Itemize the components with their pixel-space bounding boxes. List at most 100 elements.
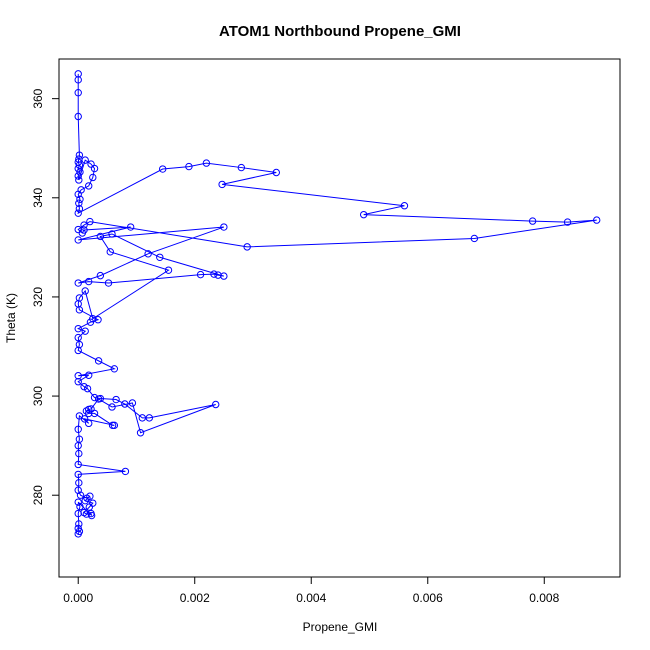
y-tick-label: 340	[31, 187, 45, 207]
data-point	[220, 272, 228, 280]
data-point	[85, 182, 93, 190]
data-point	[145, 414, 154, 422]
data-point	[74, 164, 82, 173]
data-point	[76, 168, 84, 176]
data-point	[75, 306, 84, 314]
data-point	[85, 409, 93, 418]
data-point	[75, 199, 83, 207]
data-point	[400, 202, 409, 210]
data-point	[164, 266, 173, 274]
data-point	[121, 400, 129, 408]
data-point	[86, 492, 94, 500]
data-point	[74, 76, 82, 84]
data-point	[144, 250, 152, 258]
data-point	[90, 164, 99, 173]
data-point	[138, 414, 147, 422]
data-point	[76, 502, 84, 511]
data-point	[81, 287, 89, 295]
data-point	[85, 277, 93, 286]
data-point	[90, 409, 99, 418]
data-point	[74, 236, 82, 244]
data-point	[83, 384, 92, 393]
data-point	[96, 271, 105, 280]
data-point	[86, 318, 95, 326]
data-point	[75, 520, 83, 528]
data-point	[74, 89, 82, 97]
data-point	[74, 172, 82, 180]
x-tick-label: 0.002	[180, 591, 210, 605]
data-point	[74, 333, 82, 342]
data-point	[110, 365, 119, 373]
data-point	[108, 230, 116, 238]
data-point	[75, 161, 84, 169]
data-point	[202, 159, 211, 167]
data-point	[528, 217, 537, 225]
data-point	[94, 395, 103, 403]
data-point	[563, 218, 572, 226]
data-point	[128, 399, 137, 407]
data-point	[121, 467, 130, 476]
data-point	[593, 216, 601, 224]
data-point	[87, 511, 96, 520]
data-point	[74, 425, 82, 433]
data-point	[75, 151, 84, 159]
data-point	[196, 270, 205, 279]
data-point	[81, 156, 89, 164]
data-point	[82, 510, 91, 518]
data-point	[74, 470, 82, 479]
data-point	[96, 232, 105, 241]
chart-title: ATOM1 Northbound Propene_GMI	[219, 23, 461, 40]
data-point	[210, 270, 218, 278]
data-point	[126, 223, 135, 231]
data-point	[185, 162, 193, 171]
data-point	[76, 195, 84, 203]
data-point	[76, 491, 85, 499]
data-point	[74, 530, 82, 538]
data-point	[237, 163, 246, 172]
data-point	[74, 324, 82, 333]
data-point	[108, 403, 116, 411]
data-point	[272, 168, 280, 177]
x-tick-label: 0.008	[529, 591, 559, 605]
data-point	[80, 226, 88, 234]
data-point	[156, 253, 164, 261]
data-point	[85, 419, 93, 428]
data-point	[212, 400, 220, 409]
data-point	[75, 479, 83, 487]
data-point	[89, 173, 97, 182]
data-point	[104, 279, 113, 287]
data-point	[74, 460, 82, 469]
series-points	[74, 70, 601, 538]
data-point	[86, 217, 94, 226]
x-axis-label: Propene_GMI	[303, 620, 378, 634]
y-tick-label: 360	[31, 88, 45, 108]
data-point	[81, 496, 89, 505]
data-point	[243, 243, 251, 251]
data-point	[158, 165, 167, 173]
y-axis-label: Theta (K)	[4, 293, 18, 343]
data-point	[470, 234, 479, 243]
data-point	[94, 357, 103, 365]
data-point	[74, 378, 82, 386]
data-point	[74, 279, 82, 287]
x-tick-label: 0.004	[296, 591, 326, 605]
data-point	[359, 210, 368, 219]
data-point	[74, 441, 82, 450]
data-point	[74, 190, 82, 199]
data-point	[106, 248, 114, 256]
data-point	[220, 223, 228, 231]
data-point	[87, 160, 95, 168]
data-point	[74, 498, 82, 506]
data-point	[75, 412, 84, 420]
data-point	[82, 407, 91, 415]
data-point	[136, 429, 145, 437]
data-point	[85, 371, 93, 379]
data-point	[81, 327, 89, 335]
data-point	[74, 509, 82, 518]
y-tick-label: 300	[31, 386, 45, 406]
data-point	[75, 449, 83, 458]
data-point	[112, 395, 120, 404]
y-tick-label: 280	[31, 485, 45, 505]
